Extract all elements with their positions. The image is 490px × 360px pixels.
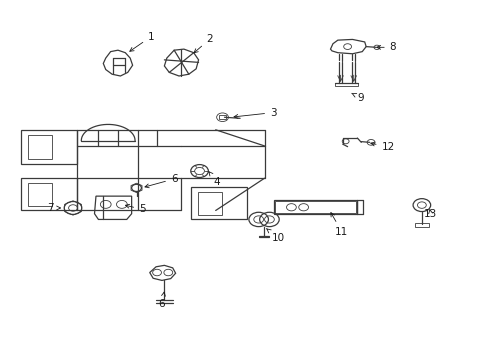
Bar <box>197 192 222 215</box>
Bar <box>27 135 52 159</box>
Bar <box>219 115 226 120</box>
Text: 10: 10 <box>267 229 285 243</box>
Text: 5: 5 <box>125 204 146 215</box>
Text: 12: 12 <box>371 142 395 152</box>
Bar <box>21 130 77 164</box>
Text: 6: 6 <box>159 292 165 309</box>
Text: 13: 13 <box>424 209 437 219</box>
Text: 1: 1 <box>130 32 154 51</box>
Text: 2: 2 <box>194 34 213 53</box>
Bar <box>27 183 52 206</box>
Bar <box>274 201 357 214</box>
Bar <box>275 201 356 213</box>
Text: 3: 3 <box>234 108 277 118</box>
Text: 9: 9 <box>352 93 364 103</box>
Text: 7: 7 <box>47 203 60 213</box>
Text: 8: 8 <box>377 42 396 52</box>
Bar <box>21 178 77 211</box>
Text: 6: 6 <box>145 174 177 188</box>
Text: 11: 11 <box>331 213 348 237</box>
Bar <box>191 187 247 220</box>
Bar <box>415 223 429 227</box>
Bar <box>335 83 358 86</box>
Text: 4: 4 <box>209 172 221 187</box>
